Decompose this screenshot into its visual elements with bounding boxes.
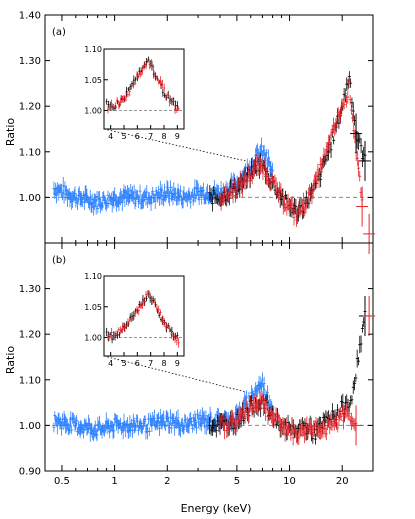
inset-y-tick-label: 1.00 (84, 334, 102, 343)
inset-x-tick-label: 6 (135, 132, 140, 141)
inset-frame (103, 275, 185, 357)
ylabel-panel-a: Ratio (4, 118, 17, 147)
y-tick-label: 1.30 (19, 284, 41, 295)
inset: 1.00 1.05 1.10 4 5 6 7 8 9 (84, 45, 185, 141)
panel-label: (b) (52, 255, 66, 266)
x-tick-label: 20 (336, 476, 349, 487)
y-tick-label: 1.20 (19, 102, 41, 113)
inset-y-tick-label: 1.10 (84, 45, 102, 54)
inset-y-tick-label: 1.00 (84, 107, 102, 116)
inset-y-tick-label: 1.05 (84, 303, 102, 312)
inset-x-tick-label: 7 (148, 132, 153, 141)
inset-x-tick-label: 8 (161, 359, 166, 368)
y-tick-label: 1.30 (19, 56, 41, 67)
panel-a: 1.00 1.10 1.20 1.30 1.40 (a) 1.00 1.05 1.10 4 5 6 7 8… (19, 11, 376, 254)
y-tick-label: 1.40 (19, 11, 41, 22)
inset-x-tick-label: 5 (121, 132, 126, 141)
inset-x-tick-label: 5 (121, 359, 126, 368)
y-tick-label: 0.90 (19, 467, 41, 478)
inset-x-tick-label: 8 (161, 132, 166, 141)
x-tick-label: 10 (283, 476, 296, 487)
inset-frame (103, 48, 185, 130)
inset-y-tick-label: 1.05 (84, 76, 102, 85)
inset-x-tick-label: 6 (135, 359, 140, 368)
ylabel-panel-b: Ratio (4, 346, 17, 375)
x-tick-label: 2 (164, 476, 170, 487)
inset-x-tick-label: 9 (175, 359, 180, 368)
inset-x-tick-label: 9 (175, 132, 180, 141)
panel-label: (a) (52, 27, 66, 38)
inset-x-tick-label: 4 (108, 132, 113, 141)
x-tick-label: 5 (234, 476, 240, 487)
x-tick-label: 0.5 (54, 476, 70, 487)
y-tick-label: 1.20 (19, 330, 41, 341)
x-tick-label: 1 (111, 476, 117, 487)
inset-x-tick-label: 7 (148, 359, 153, 368)
inset-x-tick-label: 4 (108, 359, 113, 368)
y-tick-label: 1.00 (19, 193, 41, 204)
y-tick-label: 1.10 (19, 375, 41, 386)
plot-frame (44, 242, 374, 472)
inset: 1.00 1.05 1.10 4 5 6 7 8 9 (84, 272, 185, 368)
xlabel: Energy (keV) (181, 502, 252, 515)
inset-y-tick-label: 1.10 (84, 272, 102, 281)
y-tick-label: 1.00 (19, 421, 41, 432)
panel-b: 0.901.001.101.201.300.5 1 2 5 10 20(b)1.001.0… (19, 242, 376, 487)
y-tick-label: 1.10 (19, 147, 41, 158)
